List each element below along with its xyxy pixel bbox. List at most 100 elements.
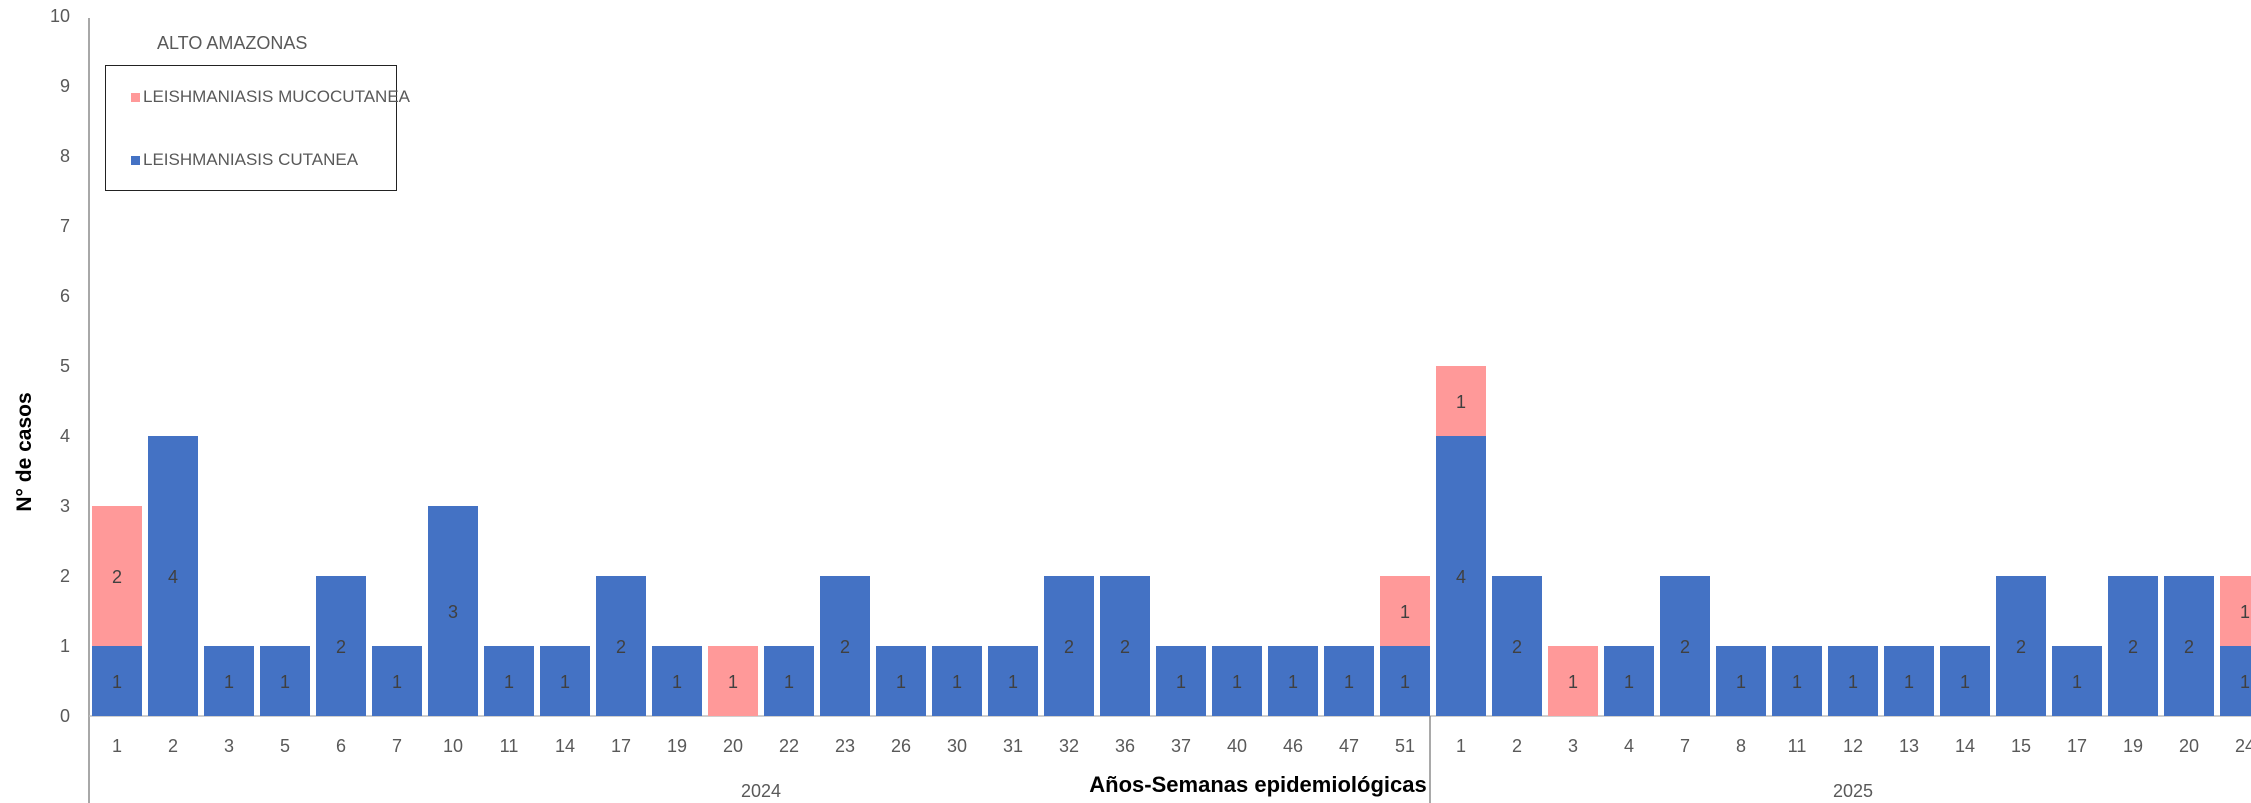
data-label-cutanea: 1 xyxy=(1400,672,1410,692)
data-label-cutanea: 1 xyxy=(672,672,682,692)
data-label-cutanea: 1 xyxy=(1008,672,1018,692)
data-label-cutanea: 1 xyxy=(896,672,906,692)
x-tick-label: 13 xyxy=(1899,736,1919,756)
y-tick-label: 2 xyxy=(60,566,70,586)
x-tick-label: 8 xyxy=(1736,736,1746,756)
data-label-cutanea: 1 xyxy=(1792,672,1802,692)
y-tick-label: 5 xyxy=(60,356,70,376)
x-tick-label: 5 xyxy=(280,736,290,756)
x-tick-label: 1 xyxy=(1456,736,1466,756)
data-label-cutanea: 2 xyxy=(1680,637,1690,657)
x-tick-label: 36 xyxy=(1115,736,1135,756)
data-label-cutanea: 1 xyxy=(1232,672,1242,692)
x-tick-label: 46 xyxy=(1283,736,1303,756)
y-tick-label: 10 xyxy=(50,6,70,26)
y-tick-label: 9 xyxy=(60,76,70,96)
data-label-cutanea: 2 xyxy=(1064,637,1074,657)
x-tick-label: 3 xyxy=(1568,736,1578,756)
x-axis-label: Años-Semanas epidemiológicas xyxy=(1089,772,1426,798)
y-tick-label: 0 xyxy=(60,706,70,726)
x-tick-label: 37 xyxy=(1171,736,1191,756)
data-label-cutanea: 4 xyxy=(168,567,178,587)
legend xyxy=(105,65,397,191)
data-label-cutanea: 1 xyxy=(1176,672,1186,692)
legend-label-mucocutanea: LEISHMANIASIS MUCOCUTANEA xyxy=(143,87,410,107)
data-label-mucocutanea: 2 xyxy=(112,567,122,587)
data-label-cutanea: 1 xyxy=(952,672,962,692)
legend-item-mucocutanea: LEISHMANIASIS MUCOCUTANEA xyxy=(131,87,410,107)
data-label-mucocutanea: 1 xyxy=(2240,602,2250,622)
y-tick-label: 6 xyxy=(60,286,70,306)
data-label-cutanea: 1 xyxy=(1344,672,1354,692)
chart-title: ALTO AMAZONAS xyxy=(157,33,307,54)
data-label-cutanea: 2 xyxy=(2128,637,2138,657)
x-tick-label: 14 xyxy=(1955,736,1975,756)
data-label-mucocutanea: 1 xyxy=(1568,672,1578,692)
x-tick-label: 31 xyxy=(1003,736,1023,756)
x-tick-label: 12 xyxy=(1843,736,1863,756)
data-label-cutanea: 1 xyxy=(1288,672,1298,692)
data-label-cutanea: 4 xyxy=(1456,567,1466,587)
x-tick-label: 26 xyxy=(891,736,911,756)
x-tick-label: 22 xyxy=(779,736,799,756)
data-label-cutanea: 2 xyxy=(616,637,626,657)
x-tick-label: 10 xyxy=(443,736,463,756)
data-label-cutanea: 1 xyxy=(280,672,290,692)
x-tick-label: 2 xyxy=(1512,736,1522,756)
x-tick-label: 51 xyxy=(1395,736,1415,756)
data-label-cutanea: 2 xyxy=(1120,637,1130,657)
data-label-cutanea: 1 xyxy=(560,672,570,692)
x-tick-label: 17 xyxy=(2067,736,2087,756)
y-axis-label: N° de casos xyxy=(13,392,37,511)
x-tick-label: 15 xyxy=(2011,736,2031,756)
data-label-cutanea: 1 xyxy=(784,672,794,692)
x-tick-label: 30 xyxy=(947,736,967,756)
data-label-mucocutanea: 1 xyxy=(1400,602,1410,622)
x-tick-label: 17 xyxy=(611,736,631,756)
data-label-cutanea: 1 xyxy=(1904,672,1914,692)
x-tick-label: 32 xyxy=(1059,736,1079,756)
data-label-cutanea: 1 xyxy=(1960,672,1970,692)
y-tick-label: 1 xyxy=(60,636,70,656)
x-tick-label: 2 xyxy=(168,736,178,756)
year-group-label: 2025 xyxy=(1833,781,1873,801)
x-tick-label: 20 xyxy=(2179,736,2199,756)
x-tick-label: 7 xyxy=(392,736,402,756)
x-tick-label: 1 xyxy=(112,736,122,756)
y-tick-label: 7 xyxy=(60,216,70,236)
data-label-cutanea: 3 xyxy=(448,602,458,622)
data-label-cutanea: 1 xyxy=(392,672,402,692)
x-tick-label: 19 xyxy=(2123,736,2143,756)
data-label-cutanea: 1 xyxy=(224,672,234,692)
x-tick-label: 7 xyxy=(1680,736,1690,756)
y-tick-label: 3 xyxy=(60,496,70,516)
data-label-cutanea: 2 xyxy=(2016,637,2026,657)
x-tick-label: 40 xyxy=(1227,736,1247,756)
data-label-cutanea: 1 xyxy=(1736,672,1746,692)
x-tick-label: 24 xyxy=(2235,736,2251,756)
data-label-cutanea: 2 xyxy=(2184,637,2194,657)
data-label-cutanea: 1 xyxy=(2072,672,2082,692)
x-tick-label: 3 xyxy=(224,736,234,756)
y-tick-label: 4 xyxy=(60,426,70,446)
x-tick-label: 14 xyxy=(555,736,575,756)
data-label-cutanea: 1 xyxy=(112,672,122,692)
legend-item-cutanea: LEISHMANIASIS CUTANEA xyxy=(131,150,358,170)
data-label-cutanea: 1 xyxy=(1848,672,1858,692)
legend-label-cutanea: LEISHMANIASIS CUTANEA xyxy=(143,150,358,170)
x-tick-label: 23 xyxy=(835,736,855,756)
data-label-cutanea: 1 xyxy=(2240,672,2250,692)
data-label-cutanea: 2 xyxy=(336,637,346,657)
x-tick-label: 11 xyxy=(1788,736,1807,756)
x-tick-label: 11 xyxy=(500,736,519,756)
x-tick-label: 47 xyxy=(1339,736,1359,756)
x-tick-label: 4 xyxy=(1624,736,1634,756)
data-label-mucocutanea: 1 xyxy=(1456,392,1466,412)
x-tick-label: 20 xyxy=(723,736,743,756)
x-tick-label: 19 xyxy=(667,736,687,756)
y-tick-label: 8 xyxy=(60,146,70,166)
data-label-cutanea: 1 xyxy=(504,672,514,692)
x-tick-label: 6 xyxy=(336,736,346,756)
year-group-label: 2024 xyxy=(741,781,781,801)
data-label-cutanea: 1 xyxy=(1624,672,1634,692)
